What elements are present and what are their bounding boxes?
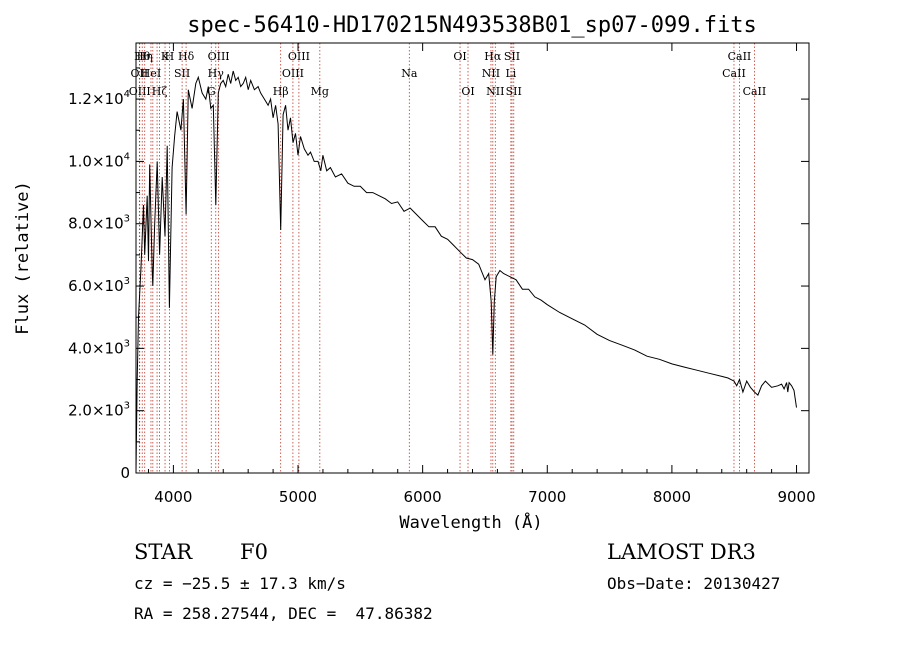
y-tick-exponent: 4 [124,89,130,100]
line-label-12: Hγ [208,67,225,80]
line-label-21: OI [461,85,474,98]
line-label-14: OIII [208,50,230,63]
y-tick-label-2000: 2.0×103 [68,401,130,420]
line-label-17: OIII [288,50,310,63]
x-tick-label-7000: 7000 [528,488,566,506]
spectral-subclass: F0 [240,540,268,564]
line-label-30: CaII [743,85,767,98]
line-label-7: Hζ [152,85,168,98]
line-label-0: OII [131,67,149,80]
line-label-16: OIII [282,67,304,80]
line-label-28: CaII [722,67,746,80]
plot-frame [135,42,810,474]
x-axis-label: Wavelength (Å) [399,511,542,533]
x-axis-ticks: 4000 5000 6000 7000 8000 9000 [147,43,816,506]
line-label-1: OIII [129,85,151,98]
redshift-cz: cz = −25.5 ± 17.3 km/s [134,574,346,593]
chart-title: spec-56410-HD170215N493538B01_sp07-099.f… [187,13,757,38]
y-axis-label: Flux (relative) [13,181,33,335]
y-tick-exponent: 3 [124,401,130,412]
line-label-10: SII [174,67,190,80]
line-label-19: Na [401,67,418,80]
line-label-20: OI [453,50,466,63]
y-tick-exponent: 4 [124,151,130,162]
line-label-29: CaII [728,50,752,63]
x-tick-label-6000: 6000 [404,488,442,506]
line-label-15: Hβ [273,85,289,98]
line-label-24: NII [486,85,504,98]
x-tick-label-5000: 5000 [279,488,317,506]
x-tick-label-9000: 9000 [777,488,815,506]
line-label-2: Hθ [134,50,151,63]
line-label-13: G [207,85,216,98]
y-tick-label-4000: 4.0×103 [68,338,130,357]
line-label-4: HeI [141,67,161,80]
object-type: STAR [134,540,193,564]
line-label-8: K [161,50,170,63]
x-tick-label-4000: 4000 [154,488,192,506]
spectrum-series-line [135,70,797,474]
x-tick-label-8000: 8000 [653,488,691,506]
observation-date: Obs−Date: 20130427 [607,574,781,593]
y-tick-label-12000: 1.2×104 [68,89,130,108]
line-label-23: Hα [484,50,502,63]
line-label-27: SII [506,85,522,98]
y-tick-label-10000: 1.0×104 [68,151,130,170]
emission-line-markers [138,43,755,473]
ra-dec-coordinates: RA = 258.27544, DEC = 47.86382 [134,604,433,623]
y-tick-label-8000: 8.0×103 [68,214,130,233]
line-label-26: SII [504,50,520,63]
y-tick-exponent: 3 [124,338,130,349]
y-tick-exponent: 3 [124,214,130,225]
y-tick-exponent: 3 [124,276,130,287]
line-label-9: H [165,50,175,63]
survey-name: LAMOST DR3 [607,540,756,564]
line-label-25: Li [505,67,516,80]
line-label-11: Hδ [178,50,195,63]
line-label-22: NII [482,67,500,80]
line-label-3: Hη [137,50,153,63]
y-axis-ticks: 0 2.0×103 4.0×103 6.0×103 8.0×103 1.0×104 1.2×… [68,67,809,482]
y-tick-label-6000: 6.0×103 [68,276,130,295]
line-label-18: Mg [311,85,329,98]
y-tick-label-0: 0 [120,464,130,482]
